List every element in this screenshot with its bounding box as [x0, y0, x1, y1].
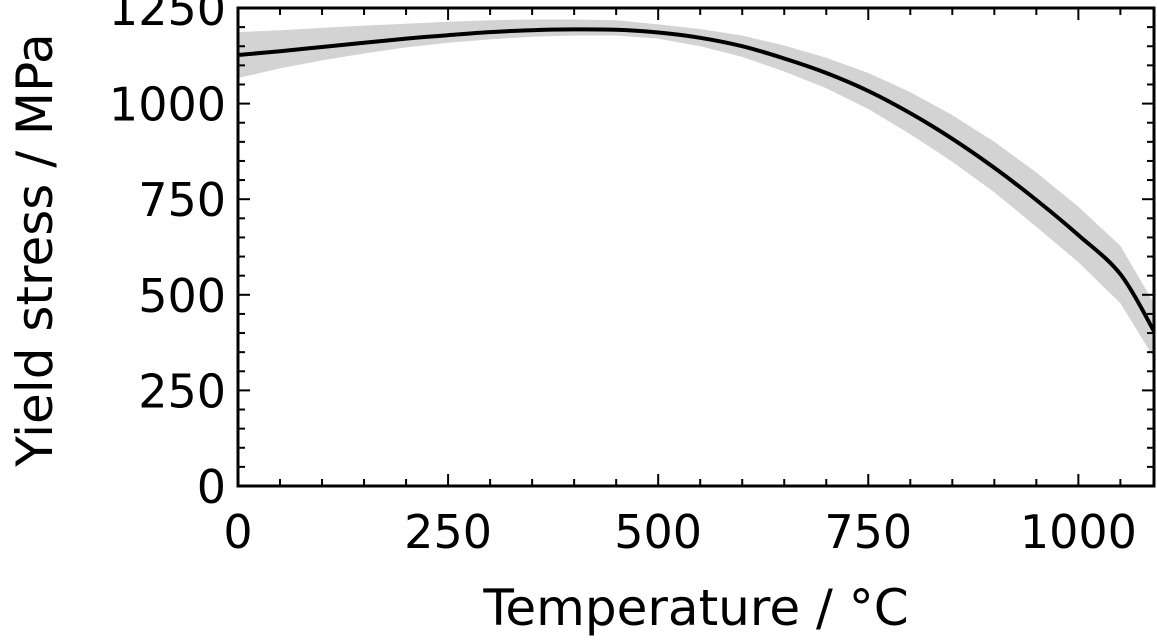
series-line	[238, 27, 1154, 333]
x-tick-label: 750	[824, 505, 912, 559]
y-axis-title: Yield stress / MPa	[6, 33, 64, 467]
y-tick-label: 500	[138, 269, 226, 323]
x-tick-label: 250	[404, 505, 492, 559]
ticks	[237, 7, 1154, 487]
x-tick-label: 500	[614, 505, 702, 559]
x-tick-label: 0	[223, 505, 252, 559]
confidence-band	[238, 19, 1154, 358]
y-tick-label: 250	[138, 364, 226, 418]
y-tick-label: 0	[197, 460, 226, 514]
plot-border	[236, 6, 1156, 488]
x-tick-label: 1000	[1020, 505, 1137, 559]
y-tick-label: 1000	[109, 78, 226, 132]
tick-labels: 0 250 500 750 1000 0 250 500 750 1000 1250	[109, 0, 1137, 559]
plot-layer	[238, 19, 1154, 358]
y-tick-label: 750	[138, 173, 226, 227]
axes-frame	[236, 6, 1156, 488]
x-axis-title: Temperature / °C	[482, 579, 908, 637]
y-tick-label: 1250	[109, 0, 226, 36]
